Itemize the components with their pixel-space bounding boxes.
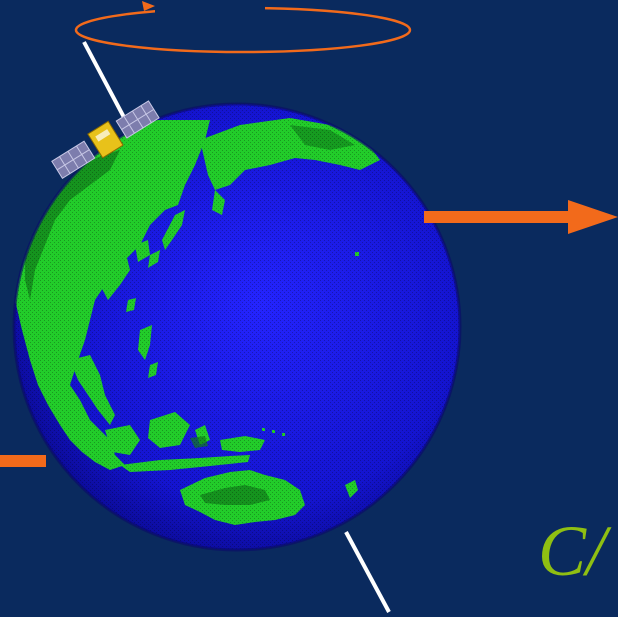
- formula-label: C/: [538, 511, 607, 591]
- orange-arrow-left-stub: [0, 455, 46, 467]
- orange-arrow-right: [424, 200, 618, 234]
- spin-axis-bottom: [344, 531, 391, 613]
- rotation-ellipse: [74, 1, 412, 54]
- satellite-icon: [51, 100, 160, 179]
